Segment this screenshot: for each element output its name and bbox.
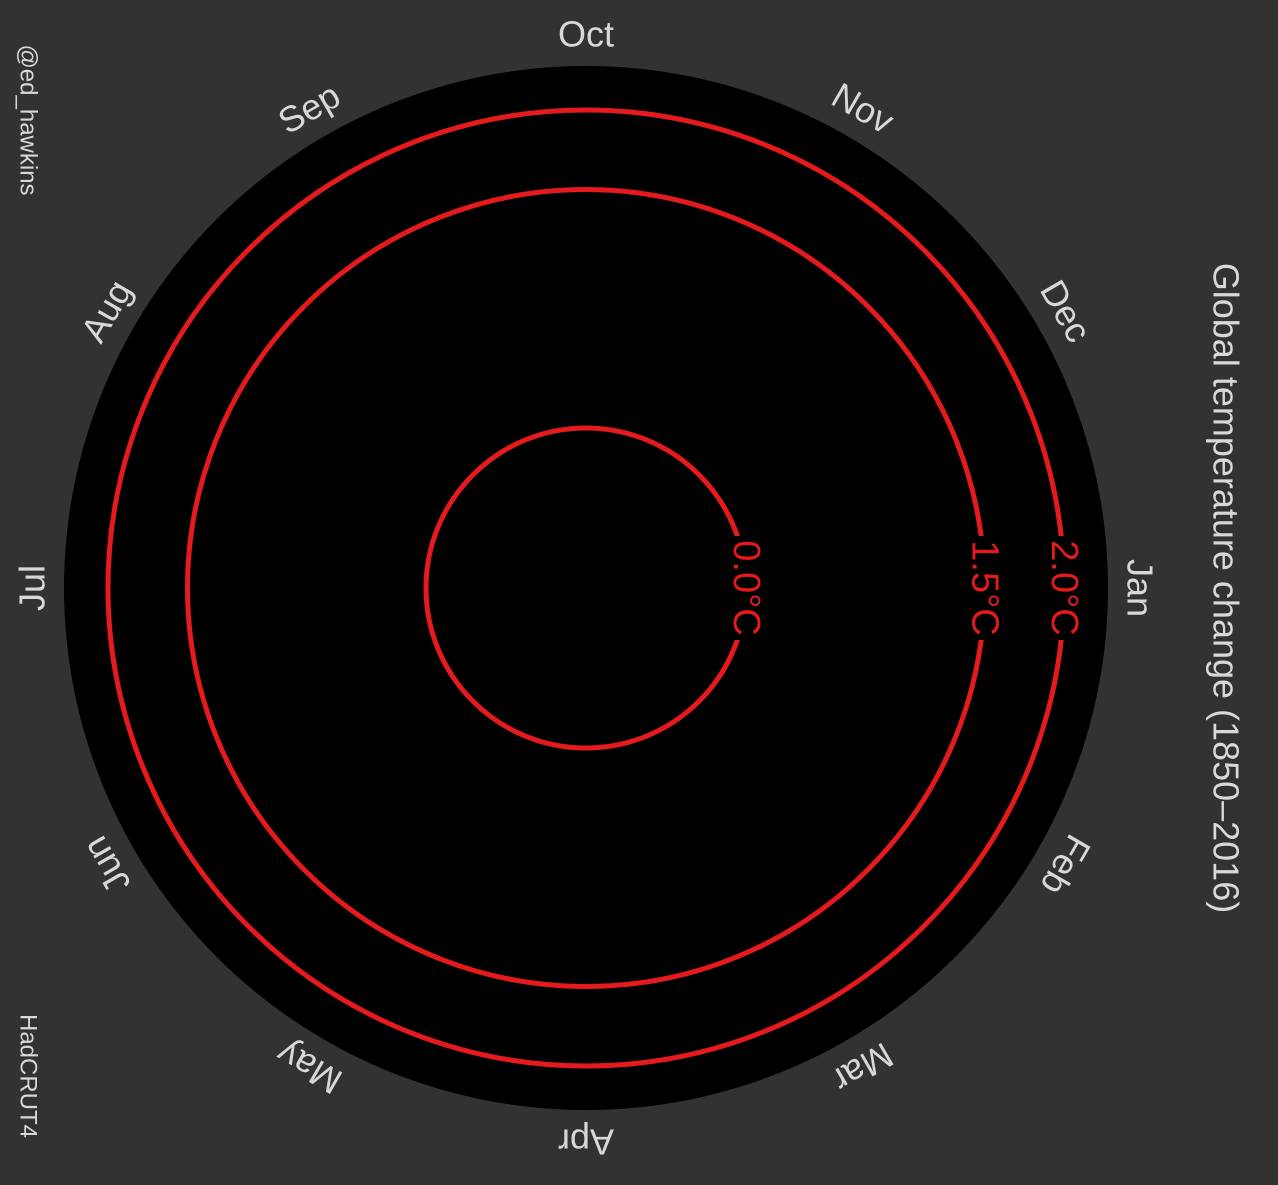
ring-label-gap xyxy=(966,536,1003,640)
month-label-oct: Oct xyxy=(558,14,614,55)
source-label: HadCRUT4 xyxy=(15,1014,42,1138)
ring-label-15: 1.5°C xyxy=(964,540,1006,635)
chart-title: Global temperature change (1850–2016) xyxy=(1206,263,1247,913)
credit-label: @ed_hawkins xyxy=(15,44,42,195)
month-label-jul: Jul xyxy=(12,565,53,611)
month-label-jan: Jan xyxy=(1120,559,1161,617)
month-label-jun: Jun xyxy=(74,830,139,901)
month-label-apr: Apr xyxy=(558,1122,614,1163)
ring-label-gap xyxy=(1046,536,1082,640)
annotations: Global temperature change (1850–2016) @e… xyxy=(15,44,1247,1138)
plot-area xyxy=(64,66,1108,1110)
ring-label-00: 0.0°C xyxy=(725,540,767,635)
ring-label-20: 2.0°C xyxy=(1043,540,1085,635)
plot-area-disc xyxy=(64,66,1108,1110)
ring-label-gap xyxy=(728,536,764,640)
ring-labels: 0.0°C 1.5°C 2.0°C xyxy=(725,536,1085,640)
